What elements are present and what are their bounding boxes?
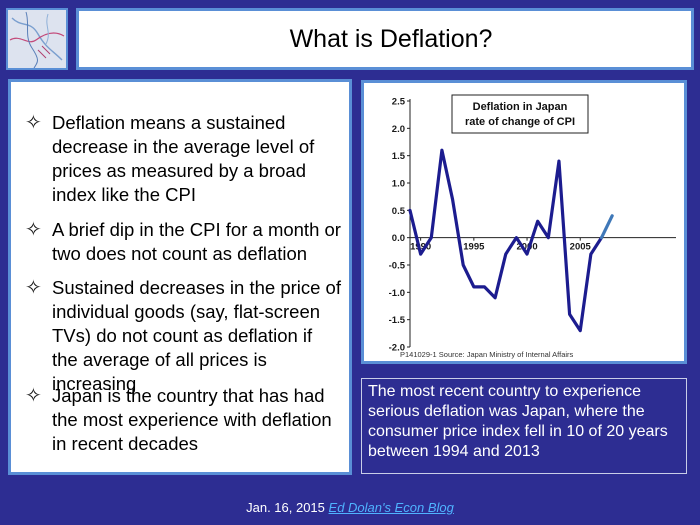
y-tick-label: -0.5 xyxy=(389,261,406,272)
x-tick-label: 2005 xyxy=(570,242,592,253)
bullet-text: Deflation means a sustained decrease in … xyxy=(52,112,315,205)
bullet-marker-icon: ✧ xyxy=(25,219,42,241)
bullet-item: ✧ A brief dip in the CPI for a month or … xyxy=(11,218,341,266)
y-tick-label: 2.0 xyxy=(392,124,405,135)
bullet-item: ✧ Deflation means a sustained decrease i… xyxy=(11,111,341,207)
callout-note: The most recent country to experience se… xyxy=(361,378,687,474)
bullet-item: ✧ Japan is the country that has had the … xyxy=(11,384,341,456)
y-tick-label: 1.5 xyxy=(392,151,406,162)
logo-image xyxy=(6,8,68,70)
y-tick-label: 2.5 xyxy=(392,97,406,108)
x-tick-label: 2000 xyxy=(516,242,537,253)
y-tick-label: 0.0 xyxy=(392,233,405,244)
y-tick-label: -1.0 xyxy=(389,288,405,299)
x-tick-label: 1990 xyxy=(410,242,431,253)
y-tick-label: 1.0 xyxy=(392,179,405,190)
bullet-item: ✧ Sustained decreases in the price of in… xyxy=(11,276,341,396)
y-tick-label: 0.5 xyxy=(392,206,406,217)
chart-title-box: Deflation in Japan rate of change of CPI xyxy=(451,94,589,134)
y-tick-label: -1.5 xyxy=(389,315,406,326)
chart-panel: 2.5 2.0 1.5 1.0 0.5 0.0 -0.5 -1.0 -1.5 -2.0 1990 19… xyxy=(361,80,687,364)
bullet-text: Japan is the country that has had the mo… xyxy=(52,385,332,454)
footer-blog-link[interactable]: Ed Dolan's Econ Blog xyxy=(328,500,454,515)
bullet-text: Sustained decreases in the price of indi… xyxy=(52,277,341,394)
chart-source-note: P141029-1 Source: Japan Ministry of Inte… xyxy=(400,350,574,359)
bullets-panel: ✧ Deflation means a sustained decrease i… xyxy=(8,79,352,475)
x-tick-label: 1995 xyxy=(463,242,485,253)
cpi-line-chart: 2.5 2.0 1.5 1.0 0.5 0.0 -0.5 -1.0 -1.5 -2.0 1990 19… xyxy=(364,83,684,361)
chart-title: Deflation in Japan xyxy=(473,101,568,113)
y-tick-label: -2.0 xyxy=(389,343,405,354)
footer: Jan. 16, 2015 Ed Dolan's Econ Blog xyxy=(0,500,700,515)
bullet-marker-icon: ✧ xyxy=(25,385,42,407)
title-banner: What is Deflation? xyxy=(76,8,694,70)
cpi-series-recent-segment xyxy=(599,214,614,240)
bullet-text: A brief dip in the CPI for a month or tw… xyxy=(52,219,341,264)
page-title: What is Deflation? xyxy=(289,24,493,53)
logo-graphic xyxy=(8,10,66,68)
bullet-marker-icon: ✧ xyxy=(25,277,42,299)
bullet-marker-icon: ✧ xyxy=(25,112,42,134)
chart-subtitle: rate of change of CPI xyxy=(465,116,575,128)
footer-date: Jan. 16, 2015 xyxy=(246,500,325,515)
